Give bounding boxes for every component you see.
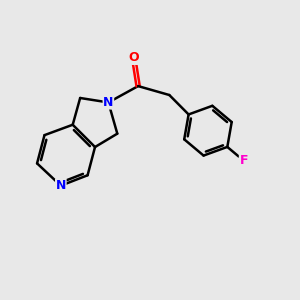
Text: N: N [56,179,66,192]
Text: N: N [103,96,114,109]
Text: F: F [239,154,248,167]
Text: O: O [128,51,139,64]
